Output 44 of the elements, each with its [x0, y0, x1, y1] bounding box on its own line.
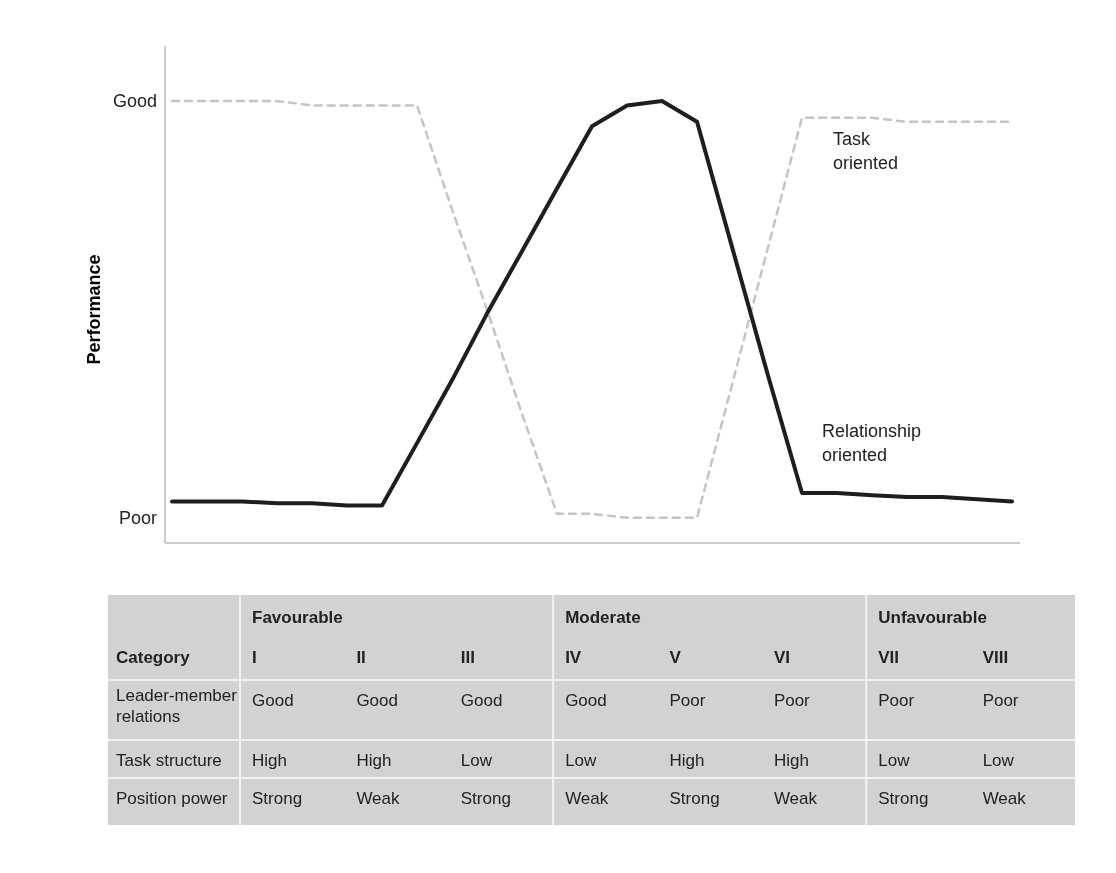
- text: Strong: [878, 789, 929, 808]
- text: Poor: [878, 691, 915, 710]
- text: VIII: [982, 648, 1009, 667]
- text: Poor: [669, 691, 706, 710]
- text: Moderate: [565, 608, 641, 627]
- text: I: [252, 648, 257, 667]
- text: Weak: [356, 789, 401, 808]
- text: Good: [356, 691, 398, 710]
- text: Weak: [982, 789, 1027, 808]
- text: III: [460, 648, 475, 667]
- text: Category: [116, 648, 191, 667]
- text: Position power: [116, 789, 228, 808]
- series-label: Task oriented: [833, 129, 899, 174]
- text: Low: [878, 751, 911, 770]
- text: High: [252, 751, 287, 770]
- text: II: [356, 648, 366, 667]
- text: Low: [460, 751, 493, 770]
- text: Leader-member relations: [116, 686, 238, 726]
- text: Low: [565, 751, 598, 770]
- text: Strong: [460, 789, 511, 808]
- text: Good: [460, 691, 503, 710]
- text: V: [669, 648, 682, 667]
- text: Weak: [565, 789, 609, 808]
- text: High: [773, 751, 809, 770]
- text: Unfavourable: [878, 608, 987, 627]
- text: Strong: [669, 789, 720, 808]
- text: High: [356, 751, 392, 770]
- text: Low: [982, 751, 1015, 770]
- y-axis-title: Performance: [84, 254, 104, 365]
- text: IV: [565, 648, 582, 667]
- text: Good: [112, 91, 157, 111]
- text: Good: [252, 691, 294, 710]
- text: Favourable: [252, 608, 343, 627]
- text: Poor: [773, 691, 811, 710]
- text: Poor: [982, 691, 1019, 710]
- text: Task structure: [116, 751, 222, 770]
- text: High: [669, 751, 705, 770]
- text: Good: [565, 691, 607, 710]
- text: Strong: [252, 789, 303, 808]
- text: Weak: [773, 789, 818, 808]
- text: VII: [878, 648, 900, 667]
- series-label: Relationship oriented: [822, 420, 922, 465]
- text: Poor: [118, 508, 157, 528]
- text: VI: [773, 648, 790, 667]
